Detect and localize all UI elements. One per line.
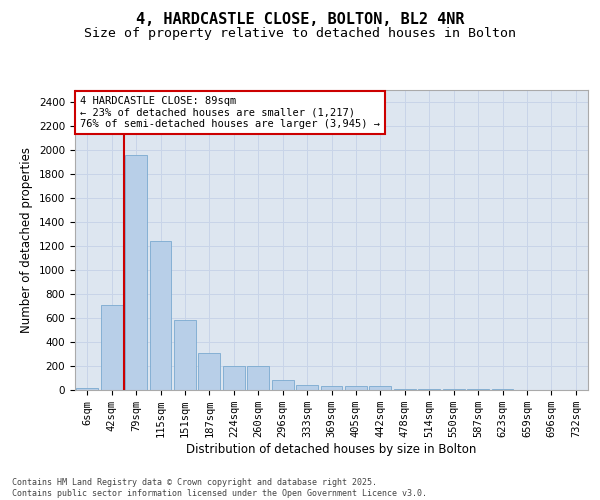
Bar (370, 386, 391, 390)
Bar (76, 388, 98, 390)
Bar (296, 384, 318, 390)
Text: Contains HM Land Registry data © Crown copyright and database right 2025.
Contai: Contains HM Land Registry data © Crown c… (12, 478, 427, 498)
Bar (101, 305, 122, 390)
Bar (247, 366, 269, 390)
Bar (174, 320, 196, 390)
Bar (345, 386, 367, 390)
Y-axis label: Number of detached properties: Number of detached properties (20, 147, 34, 333)
Text: 4, HARDCASTLE CLOSE, BOLTON, BL2 4NR: 4, HARDCASTLE CLOSE, BOLTON, BL2 4NR (136, 12, 464, 28)
Text: 4 HARDCASTLE CLOSE: 89sqm
← 23% of detached houses are smaller (1,217)
76% of se: 4 HARDCASTLE CLOSE: 89sqm ← 23% of detac… (80, 96, 380, 129)
Bar (125, 155, 147, 390)
Bar (199, 354, 220, 390)
Bar (223, 366, 245, 390)
Bar (418, 388, 440, 390)
Bar (320, 386, 343, 390)
Bar (394, 388, 416, 390)
X-axis label: Distribution of detached houses by size in Bolton: Distribution of detached houses by size … (187, 443, 476, 456)
Text: Size of property relative to detached houses in Bolton: Size of property relative to detached ho… (84, 28, 516, 40)
Bar (272, 380, 293, 390)
Bar (149, 241, 172, 390)
